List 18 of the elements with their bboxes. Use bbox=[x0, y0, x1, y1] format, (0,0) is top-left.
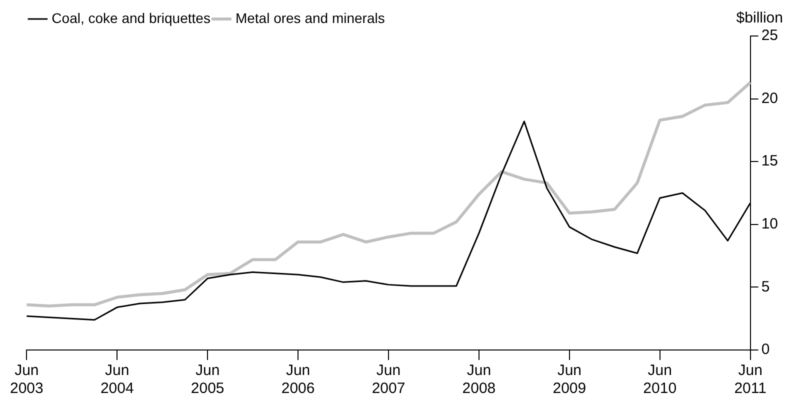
y-tick-label: 15 bbox=[761, 152, 778, 170]
x-tick-label: Jun 2008 bbox=[462, 362, 496, 398]
y-tick-label: 25 bbox=[761, 27, 778, 44]
y-tick-label: 5 bbox=[761, 278, 770, 296]
x-tick-label: Jun 2004 bbox=[100, 362, 134, 398]
x-tick-label: Jun 2009 bbox=[552, 362, 586, 398]
x-tick-label: Jun 2005 bbox=[190, 362, 224, 398]
x-tick-label: Jun 2003 bbox=[10, 362, 44, 398]
x-tick-label: Jun 2010 bbox=[643, 362, 677, 398]
y-axis-title: $billion bbox=[736, 10, 783, 27]
legend-label: Metal ores and minerals bbox=[235, 10, 385, 26]
legend-label: Coal, coke and briquettes bbox=[52, 10, 210, 26]
y-tick-label: 0 bbox=[761, 341, 770, 358]
y-tick-label: 20 bbox=[761, 90, 778, 107]
x-tick-label: Jun 2011 bbox=[734, 362, 766, 398]
y-tick-label: 10 bbox=[761, 216, 778, 233]
x-tick-label: Jun 2006 bbox=[281, 362, 315, 398]
x-tick-label: Jun 2007 bbox=[372, 362, 406, 398]
